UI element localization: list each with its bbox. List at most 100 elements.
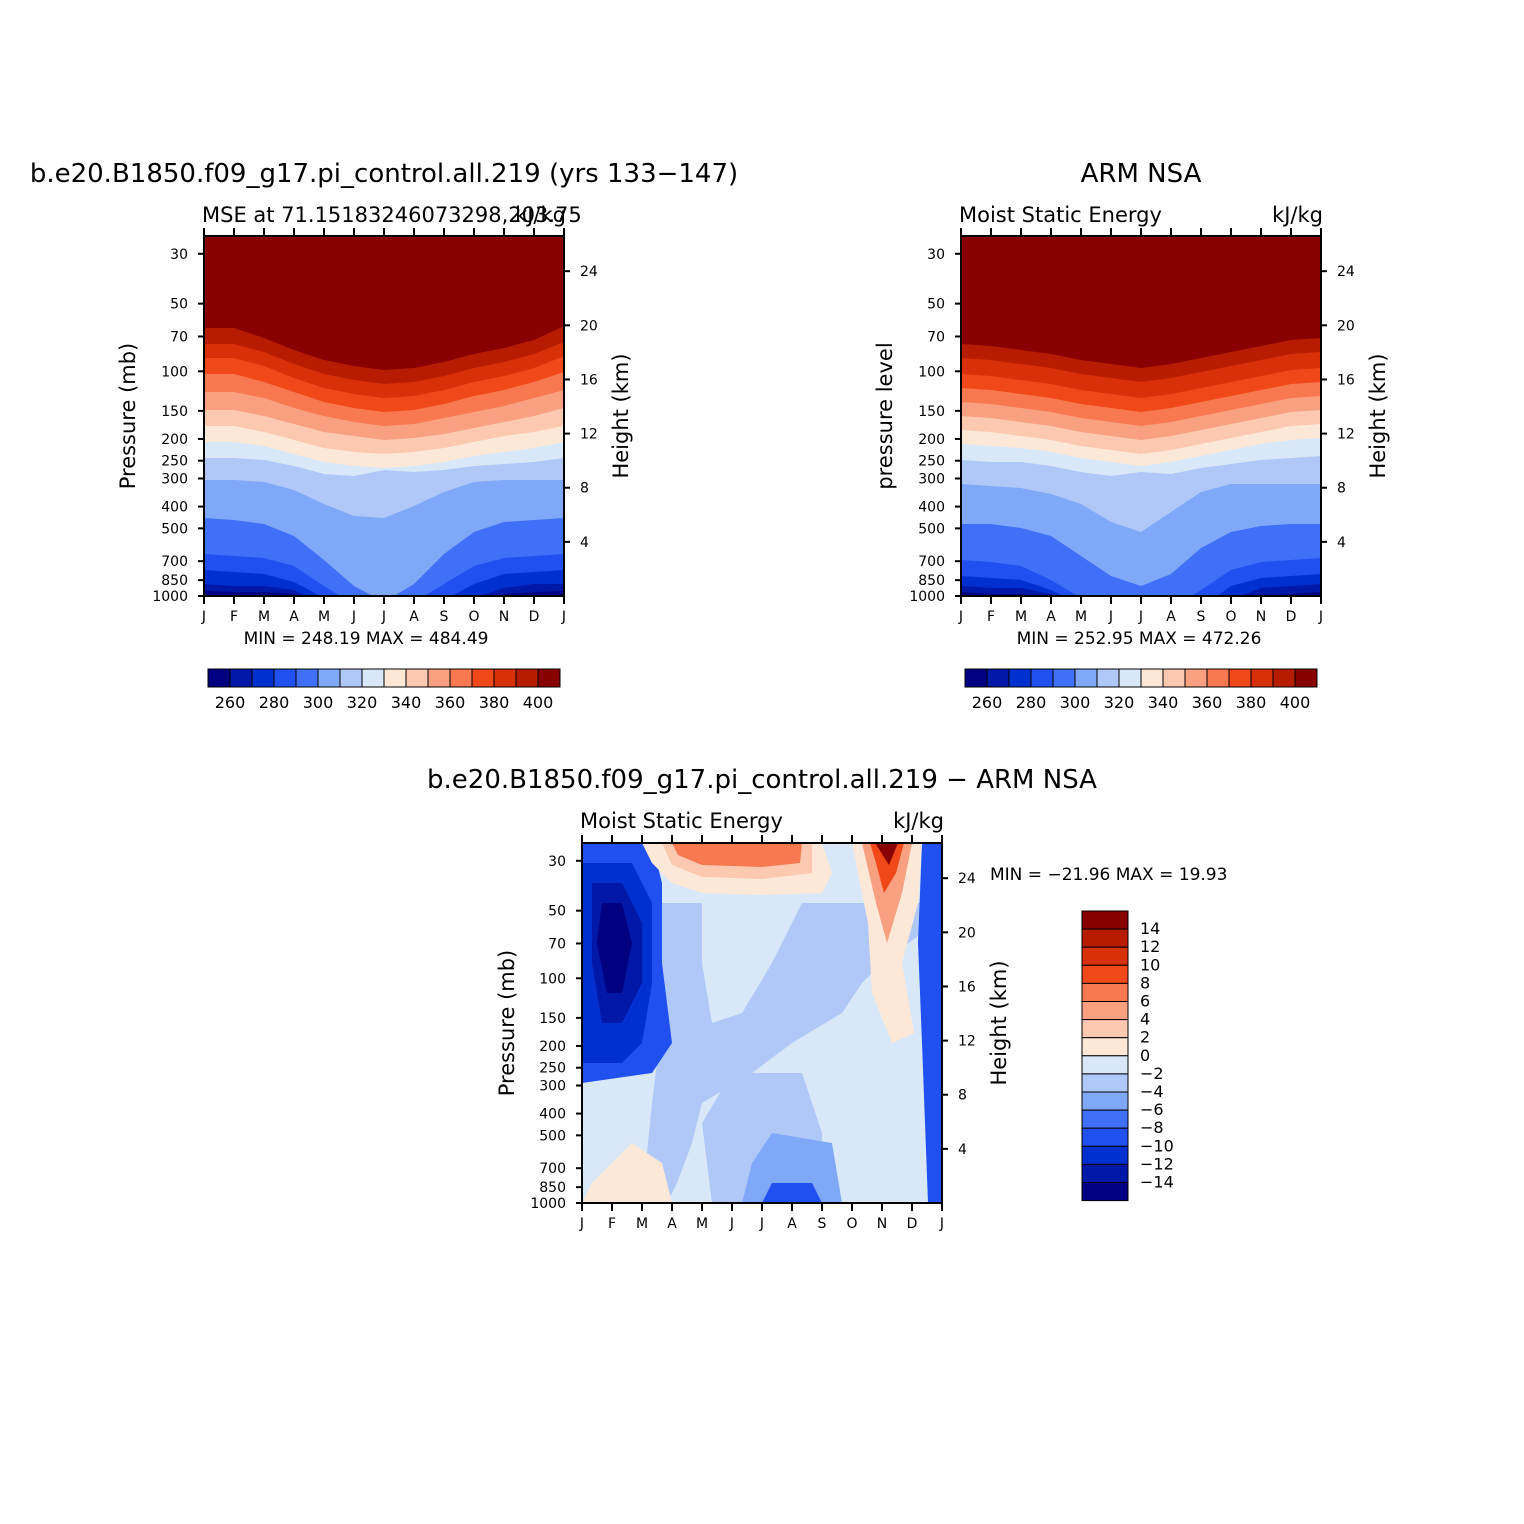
height-tick-label: 24 — [958, 871, 976, 887]
diff-contour-field — [582, 843, 942, 1203]
height-tick-label: 8 — [958, 1088, 967, 1104]
contour-band — [961, 574, 1321, 596]
contour-band — [862, 843, 912, 943]
month-tick-label: A — [289, 609, 299, 625]
colorbar-tick-label: 340 — [391, 693, 422, 712]
colorbar-tick-label: −2 — [1140, 1064, 1164, 1083]
colorbar-swatch — [339, 668, 363, 688]
colorbar-swatch — [1081, 1055, 1129, 1075]
height-tick-label: 16 — [958, 979, 976, 995]
month-tick-label: J — [1108, 609, 1113, 625]
diff-ylabel-right: Height (km) — [987, 960, 1011, 1085]
colorbar-swatch — [1081, 1182, 1129, 1202]
colorbar-swatch — [1081, 1001, 1129, 1021]
month-tick-label: N — [499, 609, 509, 625]
colorbar-swatch — [1081, 1163, 1129, 1184]
colorbar-swatch — [295, 668, 319, 688]
contour-band — [597, 903, 632, 993]
obs-colorbar: 260 280 300 320 340 360 380 400 — [964, 668, 1318, 712]
colorbar-swatch — [1081, 1109, 1129, 1129]
height-tick-label: 12 — [1337, 427, 1355, 443]
pressure-tick-label: 100 — [918, 364, 945, 380]
month-tick-label: A — [667, 1216, 677, 1232]
pressure-tick-label: 1000 — [909, 589, 945, 605]
month-tick-label: J — [351, 609, 356, 625]
diff-ylabel: Pressure (mb) — [495, 950, 519, 1097]
month-tick-label: F — [987, 609, 995, 625]
pressure-tick-label: 100 — [161, 364, 188, 380]
pressure-tick-label: 50 — [170, 297, 188, 313]
colorbar-tick-label: 380 — [1236, 693, 1267, 712]
obs-subtitle-right: kJ/kg — [1272, 203, 1323, 227]
month-tick-label: J — [579, 1216, 584, 1232]
colorbar-tick-label: 320 — [1104, 693, 1135, 712]
pressure-tick-label: 30 — [548, 854, 566, 870]
panel-obs: ARM NSA Moist Static Energy kJ/kg 30 50 70… — [873, 159, 1390, 712]
colorbar-swatch — [1081, 946, 1129, 966]
pressure-tick-label: 100 — [539, 971, 566, 987]
colorbar-swatch — [964, 668, 988, 688]
model-colorbar: 260 280 300 320 340 360 380 400 — [207, 668, 561, 712]
height-tick-label: 8 — [580, 481, 589, 497]
height-tick-label: 12 — [580, 427, 598, 443]
height-tick-label: 8 — [1337, 481, 1346, 497]
pressure-tick-label: 250 — [539, 1061, 566, 1077]
pressure-tick-label: 700 — [161, 554, 188, 570]
colorbar-swatch — [493, 668, 517, 688]
colorbar-swatch — [1228, 668, 1252, 688]
month-tick-label: S — [440, 609, 449, 625]
height-tick-label: 24 — [1337, 264, 1355, 280]
model-ylabel-right: Height (km) — [609, 353, 633, 478]
colorbar-tick-label: −12 — [1140, 1154, 1174, 1173]
colorbar-swatch — [515, 668, 539, 688]
obs-contour-field — [961, 236, 1321, 596]
colorbar-tick-label: 400 — [523, 693, 554, 712]
month-tick-label: A — [409, 609, 419, 625]
colorbar-swatch — [1081, 1019, 1129, 1039]
height-tick-label: 24 — [580, 264, 598, 280]
colorbar-tick-label: −4 — [1140, 1082, 1164, 1101]
contour-band — [204, 584, 564, 596]
colorbar-tick-label: 10 — [1140, 955, 1160, 974]
pressure-tick-label: 850 — [918, 573, 945, 589]
obs-subtitle-left: Moist Static Energy — [959, 203, 1162, 227]
pressure-tick-label: 850 — [539, 1180, 566, 1196]
month-tick-label: M — [1075, 609, 1087, 625]
pressure-tick-label: 1000 — [530, 1196, 566, 1212]
colorbar-swatch — [405, 668, 429, 688]
colorbar-swatch — [361, 668, 385, 688]
model-subtitle-left: MSE at 71.15183246073298,203.75 — [202, 203, 582, 227]
diff-subtitle-left: Moist Static Energy — [580, 809, 783, 833]
colorbar-swatch — [1118, 668, 1142, 688]
height-tick-label: 16 — [580, 372, 598, 388]
pressure-tick-label: 200 — [539, 1039, 566, 1055]
colorbar-tick-label: 260 — [972, 693, 1003, 712]
colorbar-tick-label: −10 — [1140, 1136, 1174, 1155]
obs-ylabel-right: Height (km) — [1366, 353, 1390, 478]
month-tick-label: S — [1197, 609, 1206, 625]
contour-band — [672, 843, 802, 867]
diff-title: b.e20.B1850.f09_g17.pi_control.all.219 −… — [427, 765, 1097, 795]
pressure-tick-label: 300 — [161, 472, 188, 488]
height-tick-label: 20 — [1337, 318, 1355, 334]
month-tick-label: A — [1046, 609, 1056, 625]
colorbar-swatch — [986, 668, 1010, 688]
panel-model: b.e20.B1850.f09_g17.pi_control.all.219 (… — [30, 159, 738, 712]
contour-band — [875, 843, 898, 865]
colorbar-swatch — [273, 668, 297, 688]
contour-band — [870, 843, 904, 893]
pressure-tick-label: 70 — [170, 329, 188, 345]
colorbar-tick-label: 400 — [1280, 693, 1311, 712]
pressure-tick-label: 500 — [539, 1128, 566, 1144]
month-tick-label: J — [939, 1216, 944, 1232]
colorbar-swatch — [383, 668, 407, 688]
colorbar-tick-label: 12 — [1140, 937, 1160, 956]
model-subtitle-right: kJ/kg — [515, 203, 566, 227]
height-tick-label: 12 — [958, 1034, 976, 1050]
month-tick-label: O — [846, 1216, 857, 1232]
colorbar-swatch — [471, 668, 495, 688]
colorbar-swatch — [1074, 668, 1098, 688]
pressure-tick-label: 500 — [161, 521, 188, 537]
contour-band — [918, 843, 942, 1203]
